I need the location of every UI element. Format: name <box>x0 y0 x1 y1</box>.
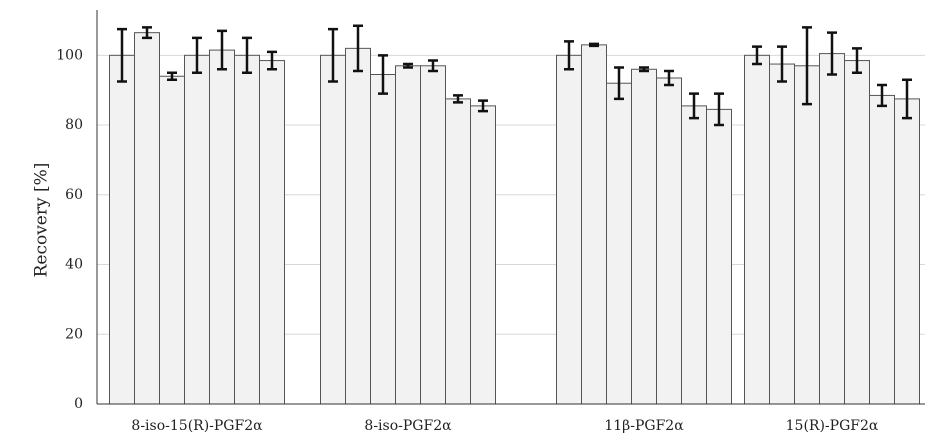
bar <box>656 77 682 405</box>
error-bar <box>664 69 674 87</box>
bar <box>445 98 471 405</box>
y-axis-title: Recovery [%] <box>32 163 52 278</box>
error-bar <box>192 36 202 75</box>
bar <box>109 54 135 405</box>
error-bar <box>242 36 252 75</box>
x-tick-label: 8-iso-15(R)-PGF2α <box>131 418 263 434</box>
y-tick-label: 100 <box>56 47 83 63</box>
error-bar <box>714 92 724 127</box>
bar <box>681 105 707 405</box>
bar <box>259 60 285 405</box>
bar <box>581 44 607 405</box>
x-tick-label: 15(R)-PGF2α <box>786 418 879 434</box>
error-bar <box>453 94 463 104</box>
bar <box>184 54 210 405</box>
y-tick-label: 60 <box>65 187 83 203</box>
error-bar <box>877 83 887 108</box>
bar <box>470 105 496 405</box>
y-tick-label: 0 <box>74 396 83 412</box>
y-tick-label: 20 <box>65 326 83 342</box>
bar <box>819 53 845 405</box>
error-bar <box>802 26 812 106</box>
error-bar <box>564 40 574 71</box>
error-bar <box>902 78 912 120</box>
bar <box>420 65 446 405</box>
error-bar <box>852 47 862 75</box>
error-bar <box>478 99 488 113</box>
error-bar <box>614 66 624 101</box>
bar <box>706 108 732 405</box>
error-bar <box>217 29 227 71</box>
error-bar <box>267 50 277 71</box>
bar <box>370 74 396 405</box>
error-bar <box>777 45 787 83</box>
bar <box>894 98 920 405</box>
bar <box>631 68 657 405</box>
bar <box>345 47 371 405</box>
error-bar <box>378 54 388 95</box>
x-tick-label: 8-iso-PGF2α <box>364 418 452 434</box>
error-bar <box>142 26 152 40</box>
bar <box>159 75 185 405</box>
error-bar <box>639 66 649 73</box>
bar <box>134 32 160 405</box>
error-bar <box>589 42 599 48</box>
error-bar <box>827 31 837 76</box>
x-tick-label: 11β-PGF2α <box>604 418 684 434</box>
bar <box>869 94 895 405</box>
error-bar <box>353 24 363 73</box>
error-bar <box>328 27 338 83</box>
bar <box>606 82 632 405</box>
error-bar <box>167 71 177 81</box>
y-tick-label: 40 <box>65 257 83 273</box>
bar <box>769 63 795 405</box>
y-tick-label: 80 <box>65 117 83 133</box>
error-bar <box>117 27 127 83</box>
error-bar <box>689 92 699 120</box>
error-bar <box>428 59 438 73</box>
bar <box>234 54 260 405</box>
error-bar <box>752 45 762 66</box>
bar <box>556 54 582 405</box>
bar <box>320 54 346 405</box>
error-bar <box>403 62 413 69</box>
bar <box>209 49 235 405</box>
bar <box>844 60 870 405</box>
bar <box>395 65 421 405</box>
bar <box>744 54 770 405</box>
bar <box>794 65 820 405</box>
